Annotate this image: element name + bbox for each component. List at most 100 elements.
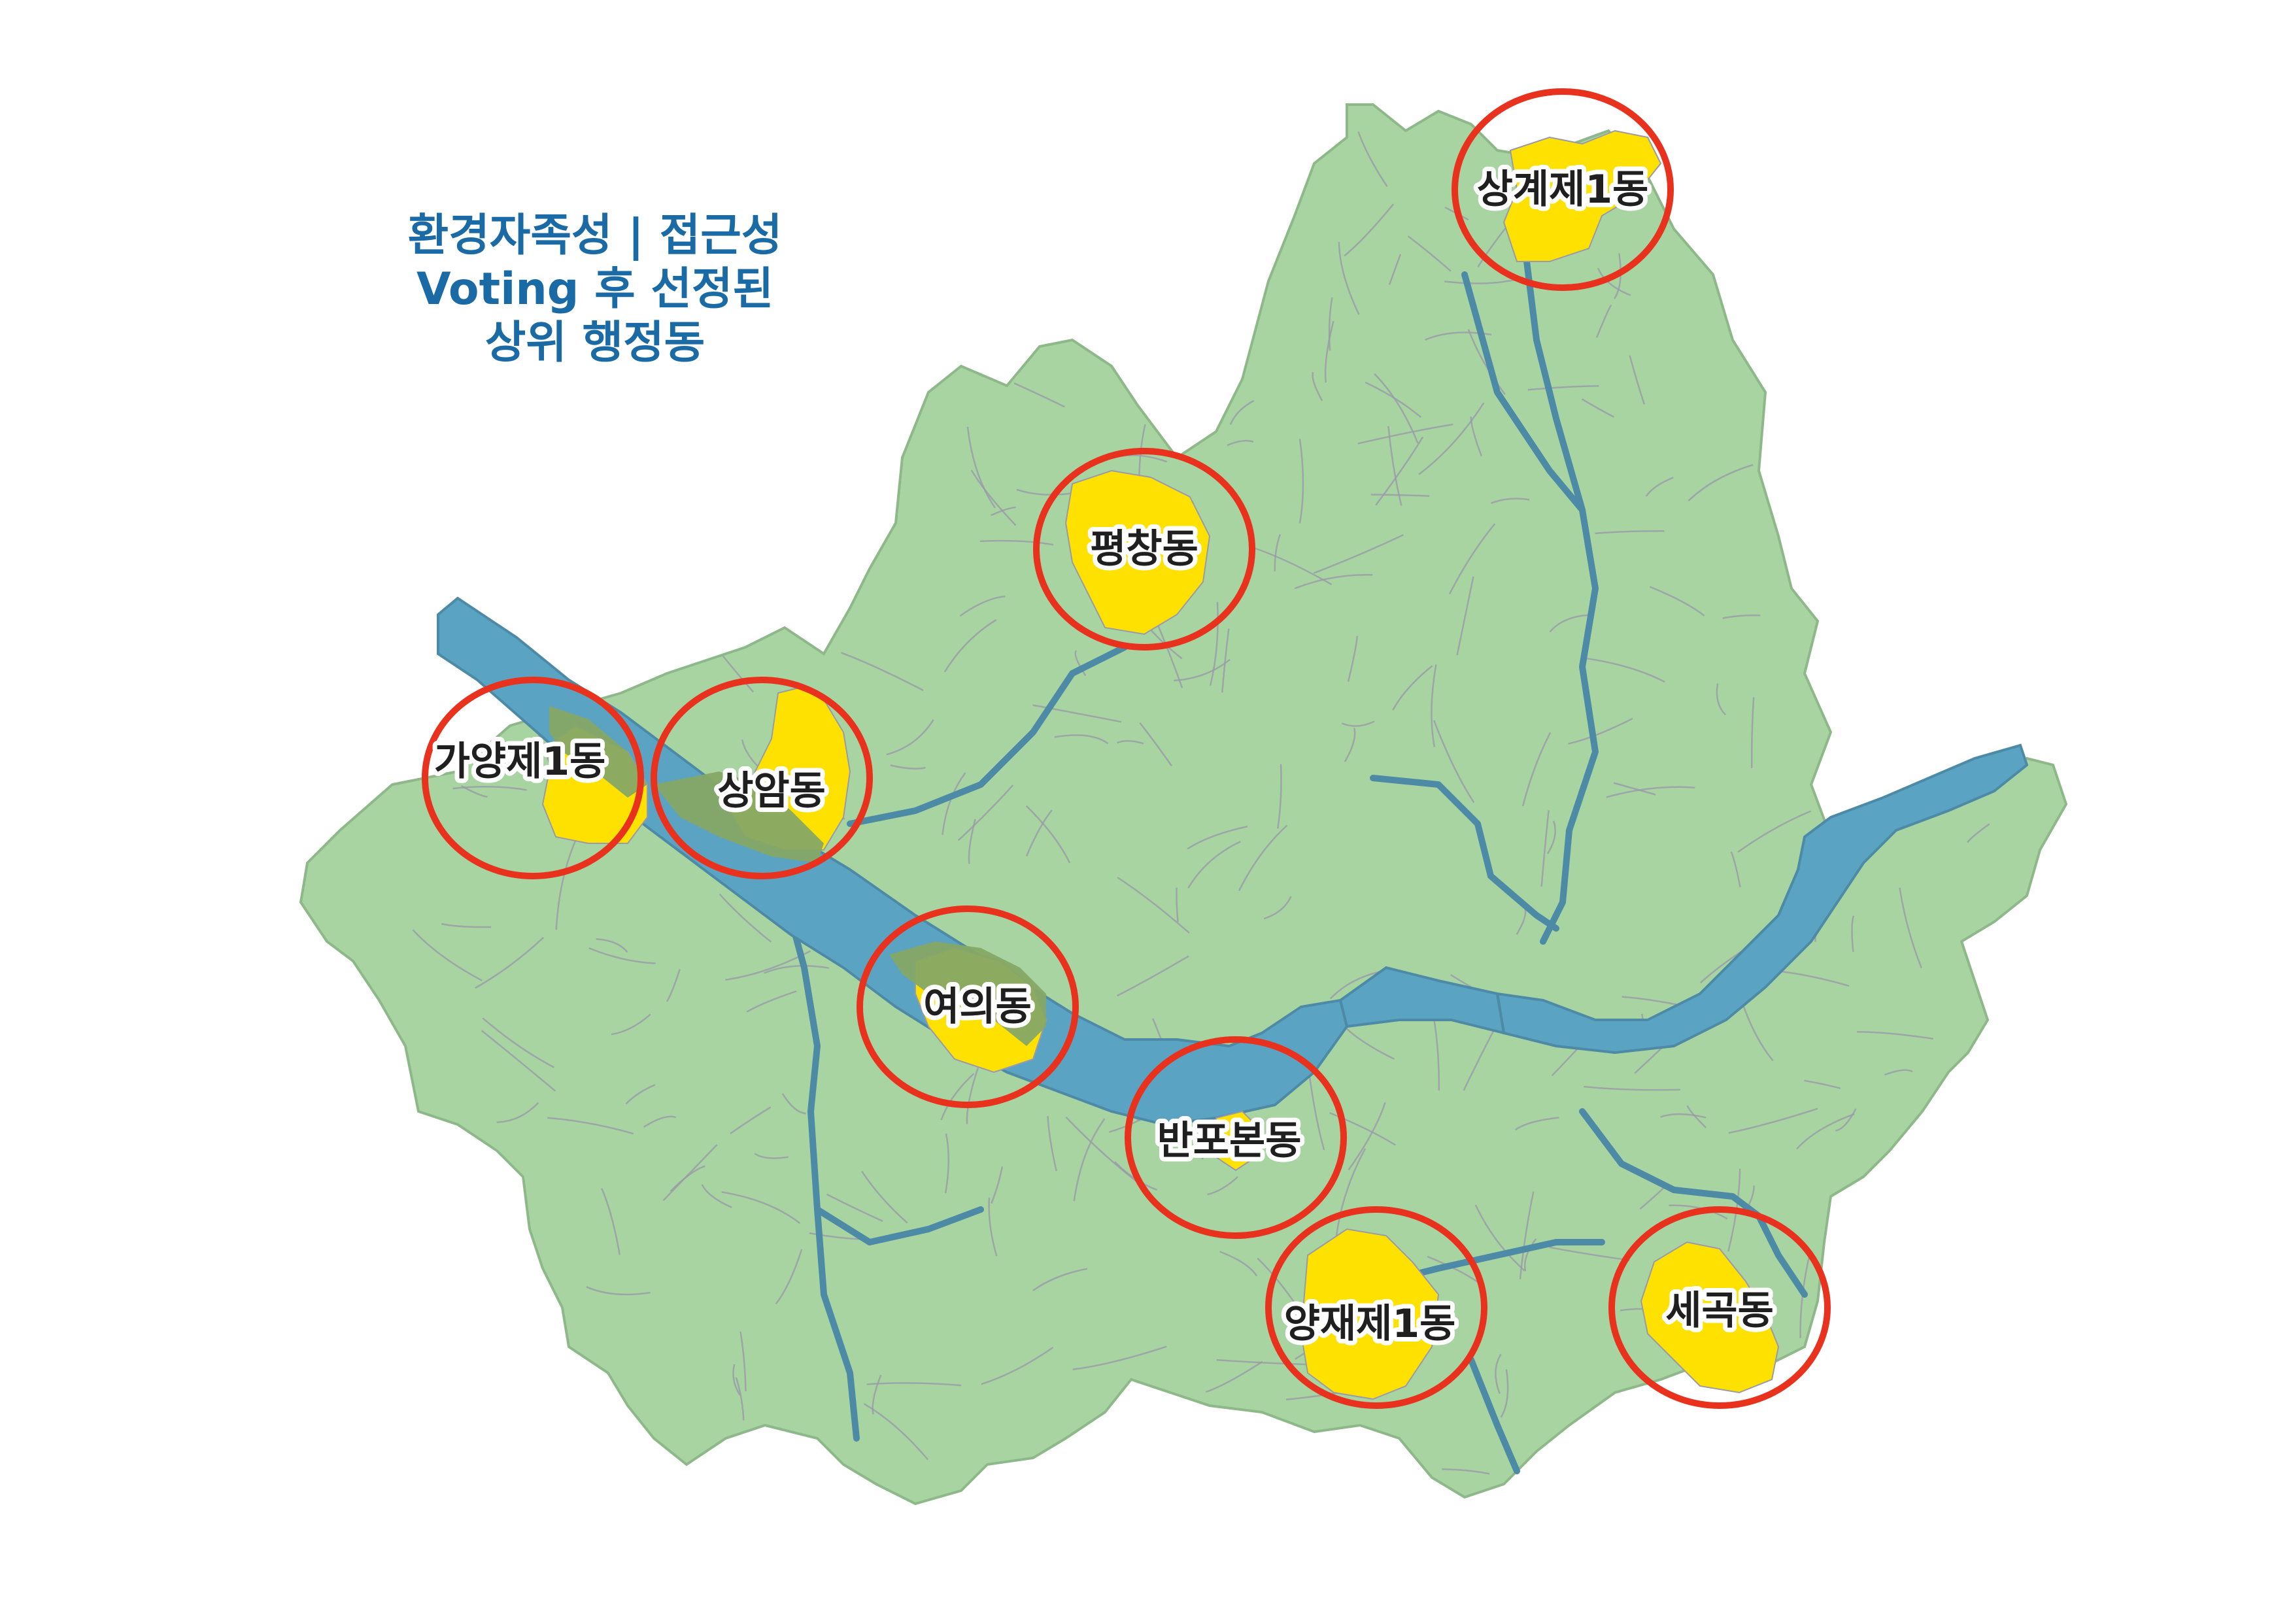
district-boundary-line (1568, 717, 1633, 745)
district-boundary-line (1347, 635, 1359, 682)
district-boundary-line (1470, 416, 1483, 457)
overlap-gayang1 (549, 706, 647, 798)
district-boundary-line (1500, 1369, 1509, 1418)
district-boundary-line (1117, 740, 1144, 745)
district-boundary-line (611, 1013, 651, 1036)
district-boundary-line (1335, 1148, 1367, 1236)
district-boundary-line (1649, 586, 1705, 617)
district-boundary-line (826, 1193, 883, 1222)
district-boundary-line (1737, 810, 1812, 853)
stream-tancheon (1579, 1108, 1808, 1298)
district-boundary-line (1338, 242, 1360, 315)
overlap-sangam (654, 771, 824, 863)
district-boundary-line (1294, 573, 1373, 590)
district-boundary-line (719, 893, 772, 943)
district-boundary-line (1549, 1246, 1630, 1261)
district-boundary-line (1139, 722, 1172, 767)
label-yangjae1: 양재제1동 (1284, 1301, 1456, 1347)
district-boundary-line (886, 719, 934, 756)
district-boundary-line (662, 1144, 718, 1202)
district-boundary-line (721, 1191, 801, 1225)
district-boundary-line (1348, 1102, 1386, 1171)
marker-yangjae1[interactable]: 양재제1동 (1265, 1206, 1487, 1409)
district-boundary-line (1716, 683, 1727, 716)
stream-dorim (814, 1206, 984, 1245)
label-yeoui: 여의동 (923, 984, 1032, 1030)
district-boundary-line (988, 1197, 998, 1257)
district-boundary-line (701, 1184, 732, 1209)
district-boundary-line (942, 772, 966, 836)
district-boundary-line (1688, 464, 1754, 501)
district-boundary-line (863, 1403, 929, 1461)
district-boundary-line (1209, 601, 1219, 686)
district-boundary-line (666, 969, 681, 1002)
label-segok: 세곡동 (1665, 1288, 1774, 1334)
marker-pyeongchang[interactable]: 평창동 (1033, 448, 1255, 651)
river-overlap-areas (549, 706, 1046, 1046)
district-boundary-line (861, 1171, 908, 1224)
district-boundary-line (441, 922, 492, 928)
district-boundary-line (1344, 203, 1395, 257)
district-boundary-line (1216, 1359, 1312, 1366)
district-boundary-line (1584, 1085, 1680, 1091)
district-boundary-line (1227, 439, 1254, 447)
district-boundary-line (1645, 477, 1674, 497)
district-boundary-line (840, 652, 924, 692)
district-boundary-line (722, 655, 755, 693)
district-boundary-line (1899, 887, 1922, 968)
district-boundary-line (1032, 704, 1122, 723)
marker-sanggye1[interactable]: 상계제1동 (1452, 88, 1674, 291)
district-boundary-line (1524, 1238, 1537, 1272)
district-boundary-line (1073, 1118, 1106, 1202)
district-boundary-line (741, 739, 760, 768)
district-boundary-line (1442, 1468, 1490, 1475)
district-boundary-line (586, 1286, 651, 1296)
district-boundary-line (781, 1093, 806, 1115)
circle-sanggye1 (1452, 88, 1674, 291)
district-boundary-line (979, 539, 1054, 546)
district-boundary-line (1967, 823, 1990, 843)
district-boundary-line (1263, 896, 1292, 920)
district-boundary-line (1374, 373, 1419, 444)
district-boundary-line (412, 929, 483, 981)
seoul-land-area (299, 103, 2068, 1506)
title-line-3: 상위 행정동 (484, 317, 705, 369)
marker-yeoui[interactable]: 여의동 (857, 905, 1079, 1108)
district-boundary-line (596, 938, 628, 953)
district-boundary-line (1549, 614, 1592, 633)
district-boundary-line (735, 1377, 745, 1421)
marker-banpobon[interactable]: 반포본동 (1125, 1036, 1347, 1239)
district-boundary-line (1032, 1268, 1088, 1292)
district-boundary-line (1730, 851, 1741, 888)
district-boundary-line (959, 595, 1006, 617)
district-boundary-line (1176, 887, 1179, 922)
district-boundary-line (1856, 1030, 1934, 1040)
district-boundary-line (1274, 534, 1281, 571)
marker-segok[interactable]: 세곡동 (1608, 1206, 1831, 1409)
tributary-streams (781, 232, 1808, 1474)
overlap-yeoui (889, 941, 1046, 1046)
district-boundary-line (1418, 402, 1485, 475)
district-boundary-line (746, 990, 797, 1013)
marker-gayang1[interactable]: 가양제1동 (422, 677, 644, 879)
district-boundary-line (1324, 320, 1334, 383)
district-boundary-line (1606, 786, 1695, 798)
district-boundary-line (496, 1102, 539, 1123)
district-boundary-line (1187, 840, 1241, 888)
area-yangjae1 (1300, 1228, 1440, 1400)
area-banpobon (1215, 1110, 1263, 1172)
district-boundary-line (943, 618, 997, 673)
district-boundary-line (643, 1115, 677, 1128)
district-boundary-line (1387, 426, 1402, 506)
district-boundary-line (739, 1331, 747, 1392)
district-boundary-line (1157, 624, 1183, 688)
district-boundary-line (1835, 1108, 1857, 1132)
district-boundary-line (1456, 576, 1474, 656)
stream-hongje (847, 644, 1128, 827)
district-boundary-line (1328, 297, 1333, 351)
stream-upper-east (1461, 271, 1586, 513)
district-boundary-line (1597, 267, 1631, 296)
marker-sangam[interactable]: 상암동 (651, 677, 873, 879)
district-boundary-line (1207, 1176, 1238, 1196)
district-boundary-line (1728, 1108, 1818, 1134)
